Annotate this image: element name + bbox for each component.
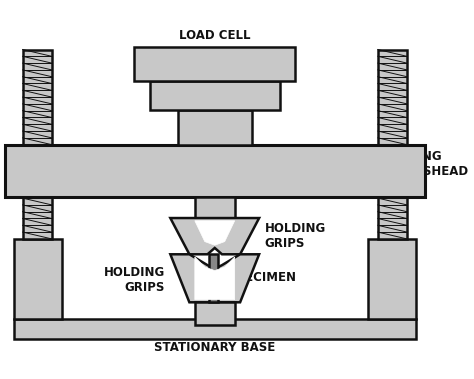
Bar [14,239,62,319]
Bar [195,197,235,218]
Bar [23,197,52,239]
Bar [134,47,295,81]
Text: SPECIMEN: SPECIMEN [228,271,296,284]
Bar [210,254,219,302]
Polygon shape [170,218,259,254]
Polygon shape [195,221,235,245]
Text: HOLDING
GRIPS: HOLDING GRIPS [104,266,165,294]
Polygon shape [170,254,259,302]
Bar [378,197,407,239]
Bar [368,145,416,197]
Bar [14,319,416,340]
Text: LOAD CELL: LOAD CELL [179,29,250,42]
Bar [378,50,407,145]
Polygon shape [195,257,235,299]
Bar [149,81,280,110]
Text: STATIONARY BASE: STATIONARY BASE [154,341,275,354]
Text: HOLDING
GRIPS: HOLDING GRIPS [264,222,326,250]
Bar [195,302,235,325]
Bar [14,145,62,197]
Bar [5,145,425,197]
Text: MOVING
CROSSHEAD: MOVING CROSSHEAD [388,150,469,178]
Bar [368,239,416,319]
Bar [178,110,252,145]
Bar [23,50,52,145]
